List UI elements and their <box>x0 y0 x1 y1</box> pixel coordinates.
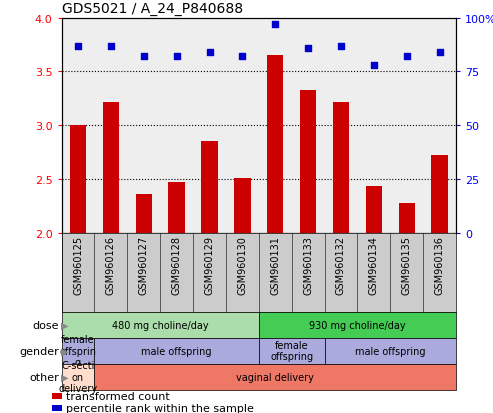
Bar <box>62 312 259 338</box>
Text: GSM960132: GSM960132 <box>336 236 346 294</box>
Point <box>74 43 82 50</box>
Text: GSM960130: GSM960130 <box>238 236 247 294</box>
Bar <box>52 405 62 411</box>
Bar <box>62 338 95 364</box>
Bar <box>398 203 415 233</box>
Text: GSM960128: GSM960128 <box>172 236 181 294</box>
Text: male offspring: male offspring <box>141 346 212 356</box>
Bar <box>333 102 349 233</box>
Bar <box>136 195 152 233</box>
Text: transformed count: transformed count <box>66 391 170 401</box>
Text: dose: dose <box>33 320 59 330</box>
Text: 930 mg choline/day: 930 mg choline/day <box>309 320 406 330</box>
Bar <box>431 156 448 233</box>
Bar <box>300 90 317 233</box>
Point <box>370 62 378 69</box>
Bar <box>201 142 218 233</box>
Point <box>140 54 148 61</box>
Text: C-secti
on
delivery: C-secti on delivery <box>59 360 98 394</box>
Text: GSM960127: GSM960127 <box>139 236 149 295</box>
Text: GSM960126: GSM960126 <box>106 236 116 294</box>
Bar <box>103 102 119 233</box>
Bar <box>169 183 185 233</box>
Text: GSM960125: GSM960125 <box>73 236 83 295</box>
Point <box>173 54 180 61</box>
Text: GSM960131: GSM960131 <box>270 236 280 294</box>
Text: ▶: ▶ <box>61 372 68 382</box>
Text: GSM960135: GSM960135 <box>402 236 412 294</box>
Bar <box>324 338 456 364</box>
Text: GSM960129: GSM960129 <box>205 236 214 294</box>
Point <box>107 43 115 50</box>
Text: other: other <box>30 372 59 382</box>
Text: GSM960136: GSM960136 <box>435 236 445 294</box>
Text: 480 mg choline/day: 480 mg choline/day <box>112 320 209 330</box>
Point <box>337 43 345 50</box>
Bar <box>52 393 62 399</box>
Text: vaginal delivery: vaginal delivery <box>236 372 314 382</box>
Bar <box>259 338 324 364</box>
Bar <box>267 56 283 233</box>
Text: GSM960133: GSM960133 <box>303 236 313 294</box>
Text: ▶: ▶ <box>61 320 68 330</box>
Point <box>436 50 444 56</box>
Text: female
offsprin
g: female offsprin g <box>60 334 97 368</box>
Text: percentile rank within the sample: percentile rank within the sample <box>66 403 254 413</box>
Bar <box>70 126 86 233</box>
Text: female
offspring: female offspring <box>270 340 313 362</box>
Text: male offspring: male offspring <box>355 346 425 356</box>
Bar <box>95 338 259 364</box>
Point <box>403 54 411 61</box>
Bar <box>234 178 250 233</box>
Point <box>304 45 312 52</box>
Text: GSM960134: GSM960134 <box>369 236 379 294</box>
Text: gender: gender <box>19 346 59 356</box>
Point <box>239 54 246 61</box>
Point <box>271 22 279 28</box>
Text: ▶: ▶ <box>61 346 68 356</box>
Point <box>206 50 213 56</box>
Text: GDS5021 / A_24_P840688: GDS5021 / A_24_P840688 <box>62 2 243 16</box>
Bar <box>62 364 95 390</box>
Bar <box>259 312 456 338</box>
Bar <box>366 186 382 233</box>
